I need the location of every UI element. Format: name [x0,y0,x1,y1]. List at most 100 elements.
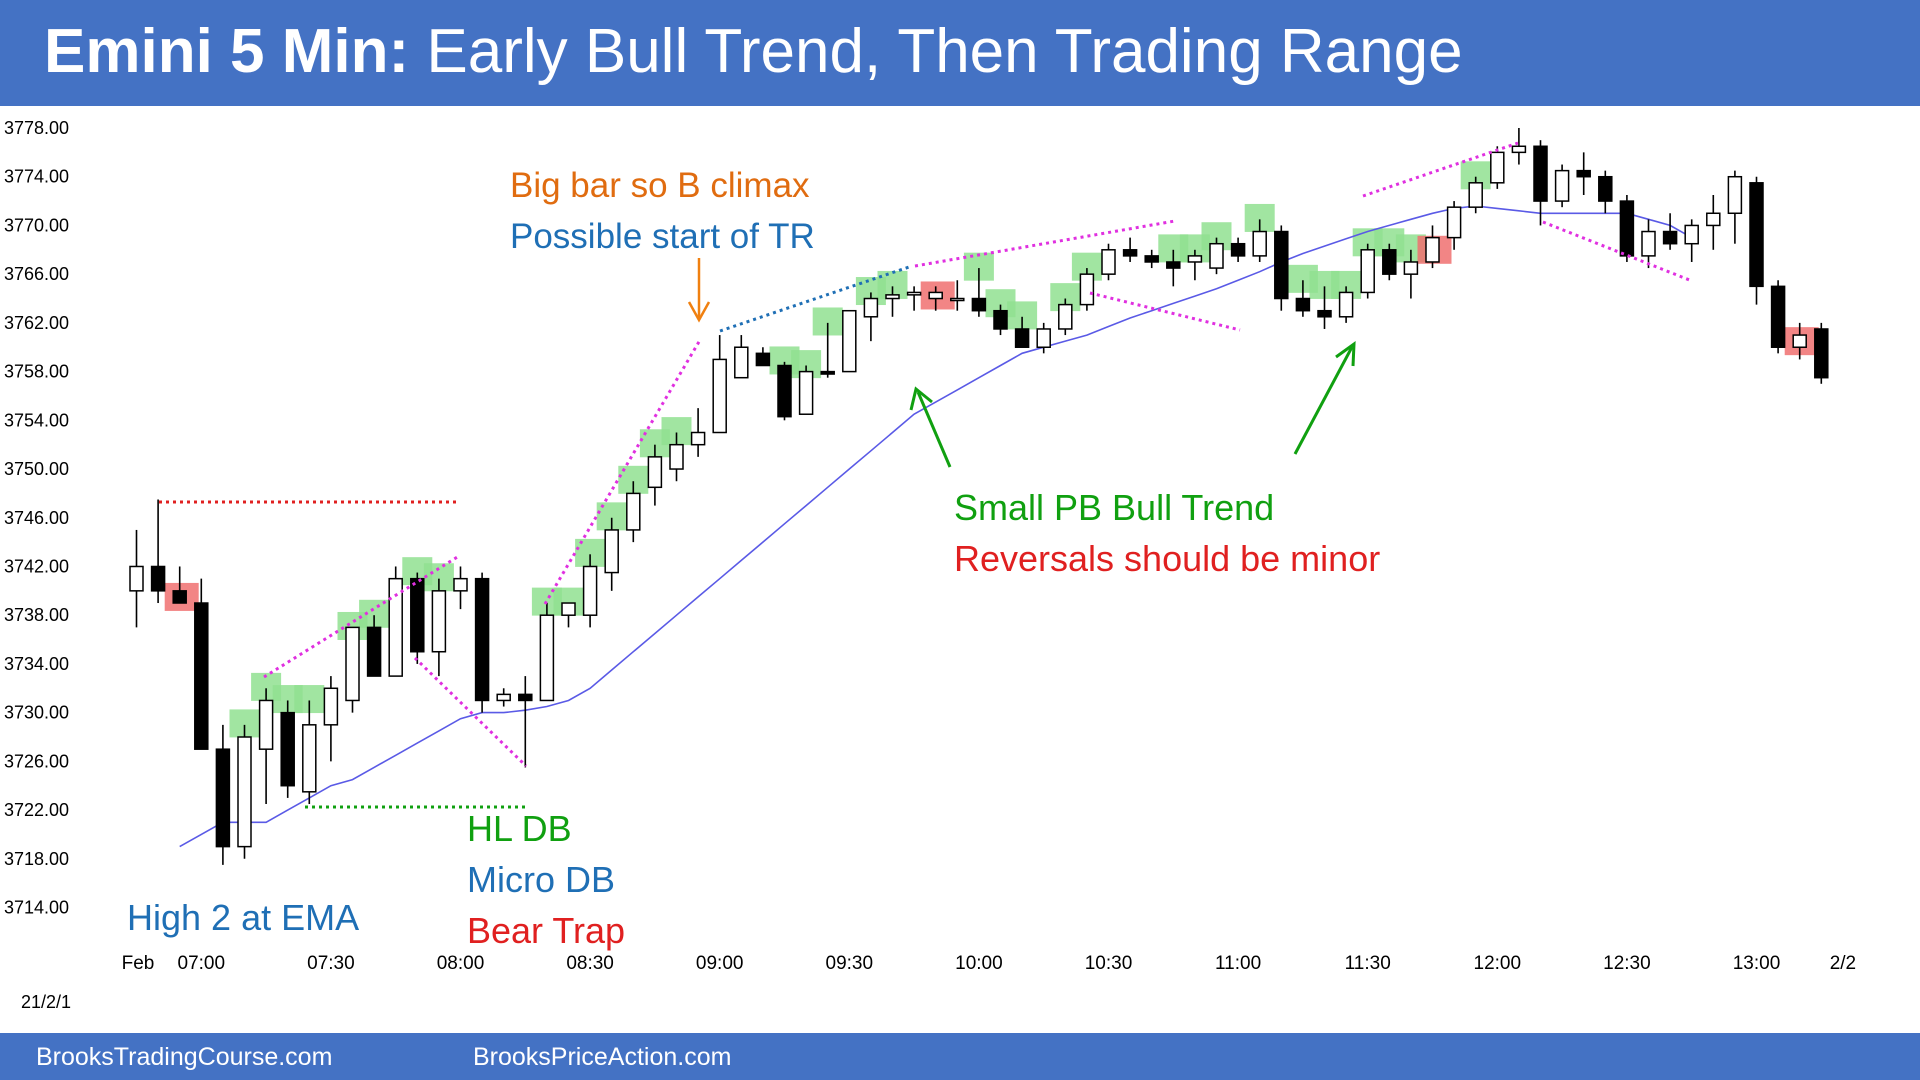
y-tick-label: 3750.00 [4,459,69,479]
candle [561,602,576,628]
candle [1446,201,1462,250]
y-tick-label: 3766.00 [4,264,69,284]
footer-bar: BrooksTradingCourse.com BrooksPriceActio… [0,1033,1920,1080]
candle-body-bear [1144,255,1159,263]
candle-body-bear [518,693,533,702]
candle-body-bull [129,565,144,592]
candle-body-bull [1403,261,1419,275]
candle [1706,194,1721,250]
candle [1727,170,1743,244]
candle [1295,280,1311,317]
candle-body-bear [410,577,425,653]
candle [474,572,490,713]
y-tick-label: 3754.00 [4,410,69,430]
candle-body-bull [1036,328,1051,348]
candle [820,322,835,378]
note-micro-db: Micro DB [467,859,615,900]
magenta-trendline [413,656,528,768]
candle [1770,280,1786,354]
date-stamp: 21/2/1 [21,992,72,1012]
candle-body-bull [712,358,727,434]
x-tick-label: 10:30 [1085,953,1133,974]
magenta-trendline [914,219,1176,268]
y-tick-label: 3774.00 [4,167,69,187]
candle [1468,176,1483,214]
candle [194,578,209,750]
magenta-trendline [1089,291,1241,332]
candle [604,517,619,591]
y-tick-label: 3758.00 [4,362,69,382]
candle-body-bull [561,602,576,616]
green-arrow [916,391,952,468]
candle-body-bear [1014,328,1030,348]
green-arrow [1293,346,1354,455]
candles [129,128,1829,865]
candle [1511,128,1527,165]
candle-body-bear [777,364,792,418]
x-tick-label: 07:00 [178,953,226,974]
candle-body-bull [1511,145,1527,154]
x-tick-label: 12:00 [1474,953,1522,974]
magenta-trendline [263,554,460,679]
x-tick-label: Feb [122,953,155,974]
candle-body-bull [1101,249,1116,275]
candle [1382,243,1397,281]
candle-body-bear [1382,249,1397,275]
x-tick-label: 12:30 [1603,953,1651,974]
candle-body-bear [1533,145,1548,202]
candle [1641,219,1656,269]
candle [798,365,814,415]
candle [777,361,792,421]
candle [1403,249,1419,299]
candle-body-bear [1274,230,1289,300]
candle-body-bear [1317,309,1332,318]
overlay-lines [159,141,1693,809]
candle [258,688,274,804]
candle [734,335,749,379]
candle [1317,286,1332,329]
candle [410,572,425,664]
candle-body-bull [582,565,598,616]
candle-body-bull [1209,242,1224,269]
candle-body-bear [194,602,209,750]
candle [496,688,511,707]
x-tick-label: 11:30 [1345,953,1391,974]
candle-body-bull [388,577,403,677]
candle-body-bull [906,291,922,296]
candle [1122,237,1138,262]
candle [1425,225,1440,269]
candle [582,554,598,628]
note-big-bar: Big bar so B climax [510,166,810,205]
candle-body-bull [539,614,555,702]
candle-body-bull [1425,236,1440,263]
candle-body-bull [669,443,684,470]
candle [150,499,166,604]
candle [539,603,555,702]
candle [323,676,339,762]
candle [280,700,295,798]
green-arrow-head [909,386,933,411]
footer-left: BrooksTradingCourse.com [36,1043,333,1071]
candle-body-bear [993,309,1008,330]
y-tick-label: 3738.00 [4,605,69,625]
chart-annotations: Big bar so B climax Possible start of TR… [127,166,1380,951]
candle [1662,213,1678,250]
candle [626,481,641,543]
candle-body-bull [237,736,252,848]
candle [1058,298,1073,336]
candle [669,432,684,482]
candle-body-bear [280,711,295,787]
candle-body-bull [453,577,468,592]
candle [1792,322,1807,360]
candle-body-bull [950,297,965,302]
ema-line [179,205,1693,848]
candle-body-bear [1598,175,1613,202]
candle-body-bull [323,687,339,726]
candle [1598,170,1613,214]
candle-body-bear [1166,261,1181,269]
candle [971,268,987,317]
candle-body-bear [755,352,771,367]
candle [431,578,447,677]
note-reversals: Reversals should be minor [954,538,1380,579]
candle-body-bull [626,492,641,531]
